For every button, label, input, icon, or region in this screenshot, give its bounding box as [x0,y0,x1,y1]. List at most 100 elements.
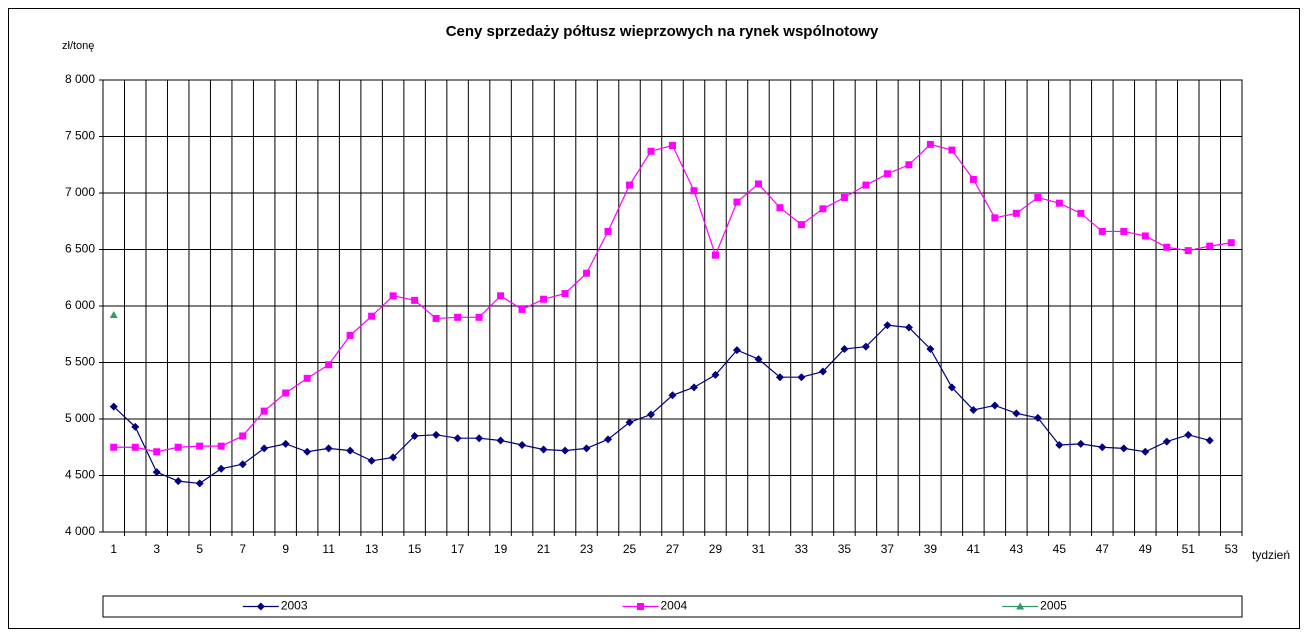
x-tick-label: 11 [322,542,335,556]
x-tick-label: 51 [1182,542,1196,556]
legend [102,595,1243,618]
point [217,464,226,473]
point [518,305,526,313]
x-tick-label: 35 [838,542,852,556]
point [367,456,376,465]
point [818,367,827,376]
point [368,312,376,320]
point [1076,439,1085,448]
point [948,146,956,154]
y-tick-label: 6 000 [65,298,95,312]
point [1098,227,1106,235]
point [733,198,741,206]
point [109,402,118,411]
point [883,321,892,330]
point [626,181,634,189]
y-tick-label: 5 000 [65,411,95,425]
x-tick-label: 39 [924,542,938,556]
point [1120,227,1128,235]
point [1163,243,1171,251]
point [797,221,805,229]
point [152,468,161,477]
point [1033,413,1042,422]
y-tick-label: 7 000 [65,185,95,199]
point [195,479,204,488]
point [1012,209,1020,217]
x-tick-label: 31 [752,542,766,556]
point [110,443,118,451]
point [732,346,741,355]
point [260,407,268,415]
point [303,374,311,382]
point [346,446,355,455]
y-tick-label: 8 000 [65,72,95,86]
point [669,142,676,150]
point [539,445,548,454]
point [1034,194,1042,202]
point [625,418,634,427]
x-tick-label: 21 [537,542,551,556]
y-axis-label: zł/tonę [62,40,94,52]
point [174,477,183,486]
point [410,431,419,440]
point [1119,444,1128,453]
point [583,269,591,277]
chart-title: Ceny sprzedaży półtusz wieprzowych na ry… [446,23,879,40]
point [496,436,505,445]
point [840,194,848,202]
point [861,342,870,351]
point [947,383,956,392]
point [389,292,397,300]
point [604,435,613,444]
point [475,434,484,443]
point [324,444,333,453]
x-tick-label: 49 [1139,542,1153,556]
point [1184,247,1192,255]
point [647,410,656,419]
point [1055,440,1064,449]
point [1077,209,1085,217]
y-tick-label: 4 000 [65,524,95,538]
y-tick-label: 6 500 [65,242,95,256]
point [131,422,140,431]
point [1141,232,1149,240]
point [647,147,655,155]
point [346,331,354,339]
point [540,295,548,303]
x-tick-label: 41 [967,542,981,556]
point [1098,443,1107,452]
x-tick-label: 1 [110,542,117,556]
point [1184,430,1193,439]
y-tick-label: 5 500 [65,355,95,369]
point [561,290,569,298]
point [926,344,935,353]
point [497,292,505,300]
point [969,175,977,183]
point [637,603,644,610]
x-tick-label: 29 [709,542,723,556]
point [904,323,913,332]
point [432,430,441,439]
point [1227,239,1235,247]
x-tick-label: 37 [881,542,895,556]
point [969,405,978,414]
point [109,311,118,319]
point [325,361,333,369]
point [475,313,483,321]
point [282,389,290,397]
point [174,443,182,451]
point [1055,199,1063,207]
x-tick-label: 3 [153,542,160,556]
x-tick-label: 7 [239,542,246,556]
point [754,355,763,364]
point [754,180,762,188]
x-tick-label: 19 [494,542,508,556]
point [518,440,527,449]
x-tick-label: 45 [1053,542,1067,556]
x-tick-label: 23 [580,542,594,556]
x-tick-label: 13 [365,542,379,556]
legend-label: 2003 [281,599,308,613]
x-tick-label: 5 [196,542,203,556]
point [1162,437,1171,446]
